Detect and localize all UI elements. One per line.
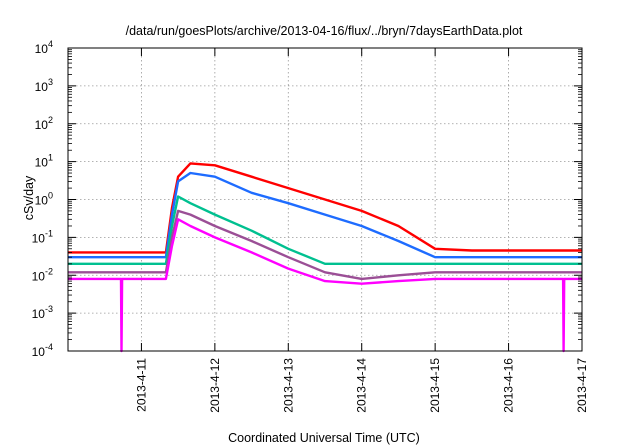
x-tick-label: 2013-4-16 [502, 358, 516, 413]
y-tick-exponent: 0 [48, 191, 53, 201]
y-tick-label: 101 [35, 153, 53, 170]
x-tick-label: 2013-4-11 [134, 358, 148, 412]
series-line-5 [68, 218, 582, 353]
y-axis-label: cSv/day [22, 175, 36, 220]
y-tick-exponent: 3 [48, 77, 53, 87]
y-tick-exponent: -1 [45, 228, 53, 238]
x-tick-label: 2013-4-14 [355, 358, 369, 413]
series-line-1 [68, 162, 582, 254]
y-tick-base: 10 [35, 194, 49, 208]
y-tick-base: 10 [32, 345, 46, 359]
y-tick-label: 100 [35, 191, 53, 208]
series-line-2 [68, 171, 582, 259]
y-tick-exponent: -2 [45, 266, 53, 276]
series-line-3 [68, 195, 582, 265]
y-tick-base: 10 [32, 231, 46, 245]
y-tick-label: 10-4 [32, 342, 53, 359]
x-tick-labels: 2013-4-11 2013-4-12 2013-4-13 2013-4-14 2013… [134, 358, 589, 413]
y-tick-label: 104 [35, 39, 53, 56]
y-tick-exponent: 2 [48, 115, 53, 125]
series-line-4 [68, 209, 582, 281]
y-tick-label: 102 [35, 115, 53, 132]
x-axis-label: Coordinated Universal Time (UTC) [228, 431, 420, 445]
series-group [68, 162, 582, 353]
x-tick-label: 2013-4-17 [575, 358, 589, 413]
y-tick-base: 10 [32, 307, 46, 321]
y-tick-exponent: 1 [48, 153, 53, 163]
y-tick-base: 10 [35, 80, 49, 94]
y-tick-base: 10 [35, 118, 49, 132]
y-tick-base: 10 [35, 42, 49, 56]
y-tick-label: 10-1 [32, 228, 53, 245]
y-tick-exponent: -4 [45, 342, 53, 352]
y-tick-label: 10-3 [32, 304, 53, 321]
y-tick-base: 10 [35, 156, 49, 170]
y-tick-label: 10-2 [32, 266, 53, 283]
x-tick-label: 2013-4-15 [428, 358, 442, 413]
tick-marks [68, 47, 583, 352]
x-tick-label: 2013-4-13 [281, 358, 295, 413]
y-tick-exponent: 4 [48, 39, 53, 49]
chart-title: /data/run/goesPlots/archive/2013-04-16/f… [126, 24, 523, 38]
y-tick-exponent: -3 [45, 304, 53, 314]
y-tick-label: 103 [35, 77, 53, 94]
y-tick-base: 10 [32, 269, 46, 283]
x-tick-label: 2013-4-12 [208, 358, 222, 413]
